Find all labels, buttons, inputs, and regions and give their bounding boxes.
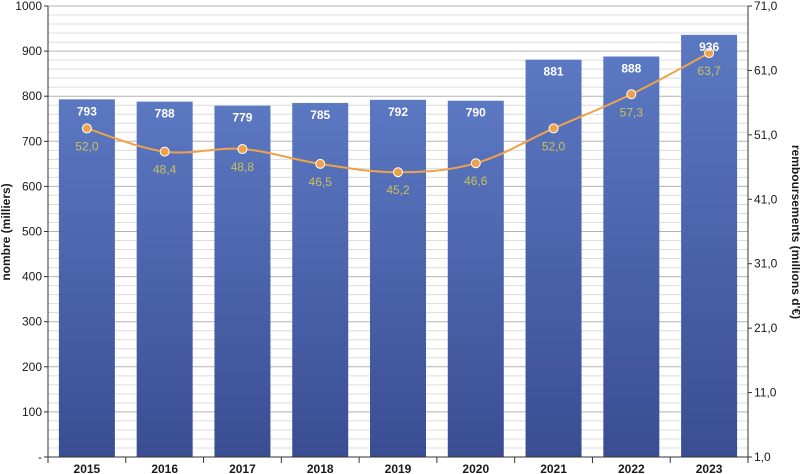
line-point (704, 48, 715, 59)
line-point (626, 89, 637, 100)
line-value-label: 57,3 (620, 105, 644, 119)
y-tick-label: 800 (22, 89, 42, 103)
bar (58, 99, 115, 458)
x-tick-label: 2016 (151, 462, 178, 474)
line-value-label: 46,5 (309, 175, 333, 189)
bar-series (58, 34, 738, 458)
y-tick-label: 200 (22, 360, 42, 374)
y2-axis-title: remboursements (millions d'€) (789, 145, 800, 319)
y-tick-label: 900 (22, 44, 42, 58)
bar-value-label: 936 (699, 40, 719, 54)
bar (214, 105, 271, 458)
bar (447, 100, 504, 458)
bar-value-label: 788 (155, 107, 175, 121)
y-tick-label: 400 (22, 270, 42, 284)
line-point (237, 144, 248, 155)
y2-tick-label: 71,0 (754, 0, 778, 13)
y-tick-label: 1000 (15, 0, 42, 13)
bar-value-label: 785 (310, 108, 330, 122)
y2-tick-label: 61,0 (754, 63, 778, 77)
y-tick-label: - (38, 450, 42, 464)
y-tick-label: 300 (22, 315, 42, 329)
x-tick-label: 2021 (540, 462, 567, 474)
bar (292, 102, 349, 457)
line-value-label: 52,0 (542, 139, 566, 153)
line-point (393, 167, 403, 178)
y-tick-label: 500 (22, 225, 42, 239)
line-value-label: 52,0 (75, 139, 99, 153)
bar-value-label: 790 (466, 106, 486, 120)
x-tick-label: 2017 (229, 462, 256, 474)
line-point (81, 123, 92, 134)
line-point (548, 123, 559, 134)
line-value-label: 46,6 (464, 174, 488, 188)
x-tick-label: 2020 (462, 462, 489, 474)
line-value-label: 45,2 (386, 183, 410, 197)
line-point (470, 158, 481, 169)
y-axis-title: nombre (milliers) (0, 183, 13, 280)
x-tick-label: 2015 (74, 462, 101, 474)
bar (603, 56, 660, 458)
bar-value-label: 888 (621, 62, 641, 76)
bar-value-label: 792 (388, 105, 408, 119)
x-tick-label: 2018 (307, 462, 334, 474)
line-point (159, 146, 170, 157)
y2-tick-label: 1,0 (754, 450, 771, 464)
bar (370, 99, 426, 458)
line-value-label: 48,8 (231, 160, 255, 174)
y2-tick-label: 11,0 (754, 386, 777, 400)
line-value-label: 48,4 (153, 163, 177, 177)
bar-value-label: 779 (232, 111, 252, 125)
y2-tick-label: 21,0 (754, 321, 778, 335)
line-value-label: 63,7 (697, 64, 721, 78)
bar-value-label: 793 (77, 104, 97, 118)
x-tick-label: 2019 (385, 462, 412, 474)
line-point (315, 158, 326, 169)
y2-tick-label: 31,0 (754, 257, 778, 271)
bar (136, 101, 193, 457)
y-tick-label: 700 (22, 134, 42, 148)
y2-tick-label: 51,0 (754, 128, 778, 142)
y-tick-label: 100 (22, 405, 42, 419)
bar-value-label: 881 (544, 65, 564, 79)
y2-tick-label: 41,0 (754, 192, 778, 206)
bar (681, 34, 738, 457)
line-series (81, 48, 715, 178)
x-tick-label: 2023 (696, 462, 723, 474)
data-labels: 793 788 779 785 792 790 881 888 936 52,0 48,4 48,8 4… (75, 40, 721, 197)
axes: - 100 200 300 400 500 600 700 800 900 1000 1,0 11,0 2… (15, 0, 777, 474)
y-tick-label: 600 (22, 179, 42, 193)
x-tick-label: 2022 (618, 462, 645, 474)
